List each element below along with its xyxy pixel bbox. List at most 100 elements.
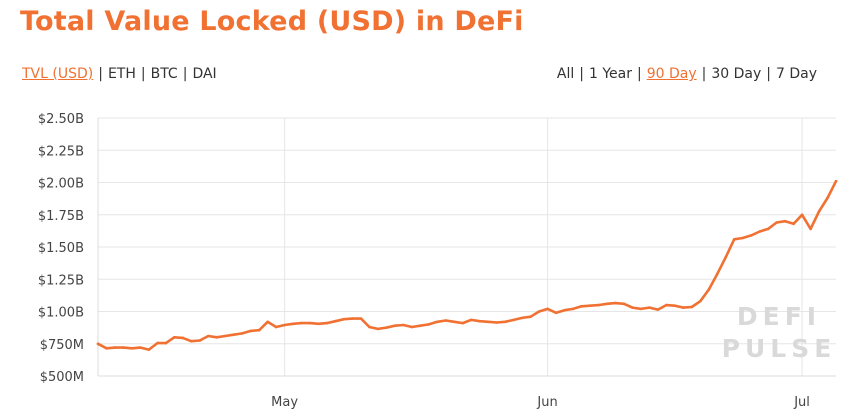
data-point <box>274 325 278 329</box>
data-point <box>783 219 787 223</box>
separator: | <box>636 66 642 82</box>
data-point <box>105 347 108 350</box>
data-point <box>308 321 312 325</box>
data-point <box>342 317 346 321</box>
data-point <box>732 238 736 241</box>
separator: | <box>766 66 771 82</box>
data-point <box>122 346 125 349</box>
y-tick-label: $1.00B <box>38 306 84 321</box>
data-point <box>130 347 134 350</box>
data-point <box>436 320 439 324</box>
data-point <box>571 307 575 311</box>
data-point <box>529 315 532 319</box>
data-point <box>173 336 176 339</box>
data-point <box>707 288 711 291</box>
data-point <box>453 320 456 324</box>
data-point <box>724 255 727 259</box>
data-point <box>402 323 405 327</box>
data-point <box>410 325 414 329</box>
data-point <box>699 299 702 303</box>
data-point <box>215 336 219 339</box>
data-point <box>317 322 320 326</box>
separator: | <box>701 66 707 82</box>
data-point <box>96 342 100 346</box>
x-tick-label: Jul <box>793 395 810 410</box>
defi-pulse-watermark: DEFI PULSE <box>722 302 832 363</box>
denom-btc[interactable]: BTC <box>150 66 178 82</box>
data-point <box>792 222 795 226</box>
denom-tvl-usd[interactable]: TVL (USD) <box>22 66 94 82</box>
data-point <box>834 179 838 183</box>
range-all[interactable]: All <box>556 66 575 82</box>
data-point <box>113 346 117 349</box>
data-point <box>478 319 482 323</box>
data-point <box>817 210 821 213</box>
data-point <box>240 332 244 335</box>
data-point <box>520 316 524 320</box>
data-point <box>461 321 465 325</box>
data-point <box>597 303 600 307</box>
data-point <box>605 302 609 306</box>
grid <box>97 117 836 377</box>
data-point <box>766 227 770 231</box>
data-point <box>563 308 566 312</box>
data-point <box>351 317 354 320</box>
data-point <box>580 305 583 308</box>
data-point <box>359 317 363 320</box>
data-point <box>775 221 778 224</box>
data-point <box>376 327 380 331</box>
separator: | <box>579 66 584 82</box>
data-point <box>512 318 515 322</box>
data-point <box>368 325 371 329</box>
range-7-day[interactable]: 7 Day <box>775 66 817 82</box>
y-axis-ticks: $500M $750M $1.00B $1.25B $1.50B $1.75B $2.00B… <box>38 112 84 385</box>
y-tick-label: $750M <box>40 338 84 353</box>
data-point <box>147 348 151 351</box>
range-1-year[interactable]: 1 Year <box>588 66 632 82</box>
data-point <box>207 334 210 338</box>
separator: | <box>182 66 188 82</box>
data-point <box>198 339 202 342</box>
time-range-selector: All | 1 Year | 90 Day | 30 Day | 7 Day <box>557 66 817 82</box>
y-tick-label: $1.75B <box>38 209 84 224</box>
data-point <box>223 334 227 338</box>
data-point <box>631 306 634 309</box>
data-point <box>809 227 812 231</box>
data-point <box>682 306 685 309</box>
data-point <box>300 321 303 325</box>
data-point <box>325 321 329 325</box>
x-tick-label: May <box>271 395 298 410</box>
data-point <box>588 304 592 308</box>
y-tick-label: $2.25B <box>38 144 84 159</box>
denom-eth[interactable]: ETH <box>107 66 136 82</box>
data-point <box>232 333 235 337</box>
data-point <box>334 319 337 323</box>
range-90-day[interactable]: 90 Day <box>646 66 697 82</box>
data-point <box>639 307 643 311</box>
range-30-day[interactable]: 30 Day <box>711 66 762 82</box>
data-point <box>444 319 448 322</box>
y-tick-label: $1.25B <box>38 273 84 288</box>
data-point <box>181 336 185 340</box>
y-tick-label: $1.50B <box>38 241 84 256</box>
data-point <box>800 213 804 217</box>
data-point <box>486 320 490 324</box>
watermark-line-1: DEFI <box>737 302 821 331</box>
data-point <box>469 318 473 322</box>
data-point <box>291 322 295 326</box>
data-point <box>266 320 270 324</box>
data-point <box>503 320 507 324</box>
denom-dai[interactable]: DAI <box>192 66 217 82</box>
y-tick-label: $2.00B <box>38 177 84 192</box>
data-point <box>656 308 660 311</box>
data-point <box>393 324 397 328</box>
data-point <box>826 196 829 200</box>
data-point <box>427 323 431 326</box>
data-point <box>164 341 168 345</box>
data-point <box>673 304 677 308</box>
data-point <box>385 326 388 329</box>
data-point <box>156 341 159 345</box>
data-point <box>139 346 142 349</box>
data-point <box>249 329 252 333</box>
